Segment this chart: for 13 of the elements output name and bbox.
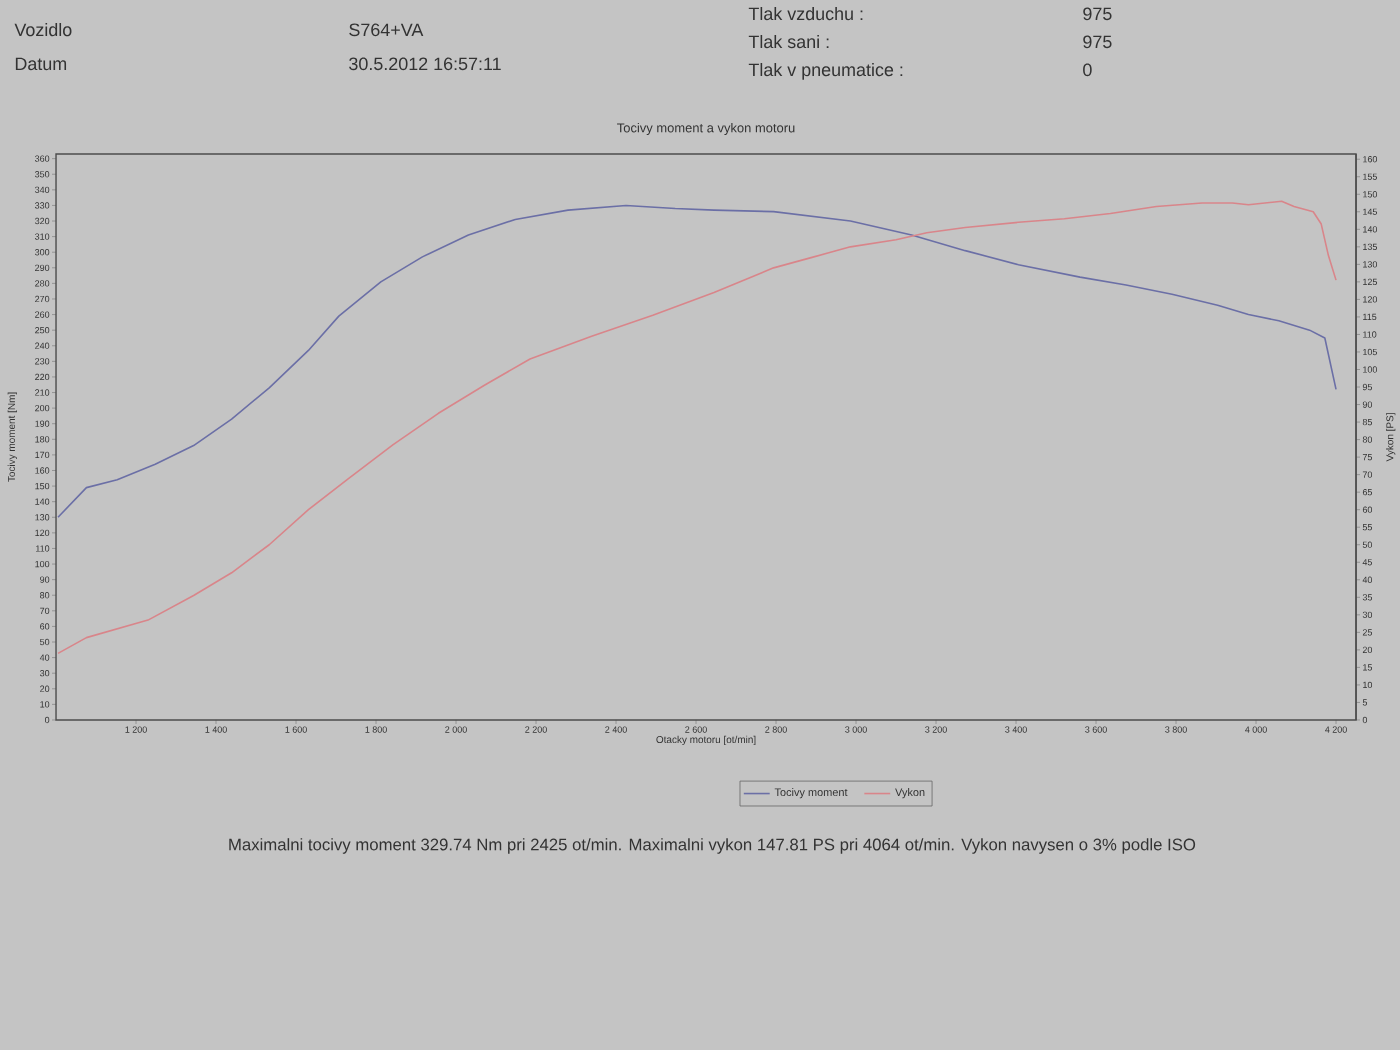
- line-series: [57, 200, 1337, 655]
- text: 30.5.2012 16:57:11: [349, 57, 501, 71]
- text: 975: [1083, 35, 1112, 49]
- text: S764+VA: [349, 23, 424, 37]
- text: Tlak sani :: [748, 34, 829, 49]
- text: Vozidlo: [14, 22, 72, 37]
- text: Maximalni tocivy moment 329.74 Nm pri 2425 ot/min. Maximalni vykon 147.81 PS pri 4064 ot/min. Vykon navysen o 3% podle ISO: [229, 838, 1196, 854]
- text: Datum: [15, 57, 67, 71]
- text: 975: [1083, 7, 1112, 21]
- text: Tlak v pneumatice :: [748, 62, 903, 80]
- text: Tlak vzduchu :: [748, 6, 863, 21]
- text: 0: [1083, 63, 1092, 77]
- line-series: [57, 204, 1337, 519]
